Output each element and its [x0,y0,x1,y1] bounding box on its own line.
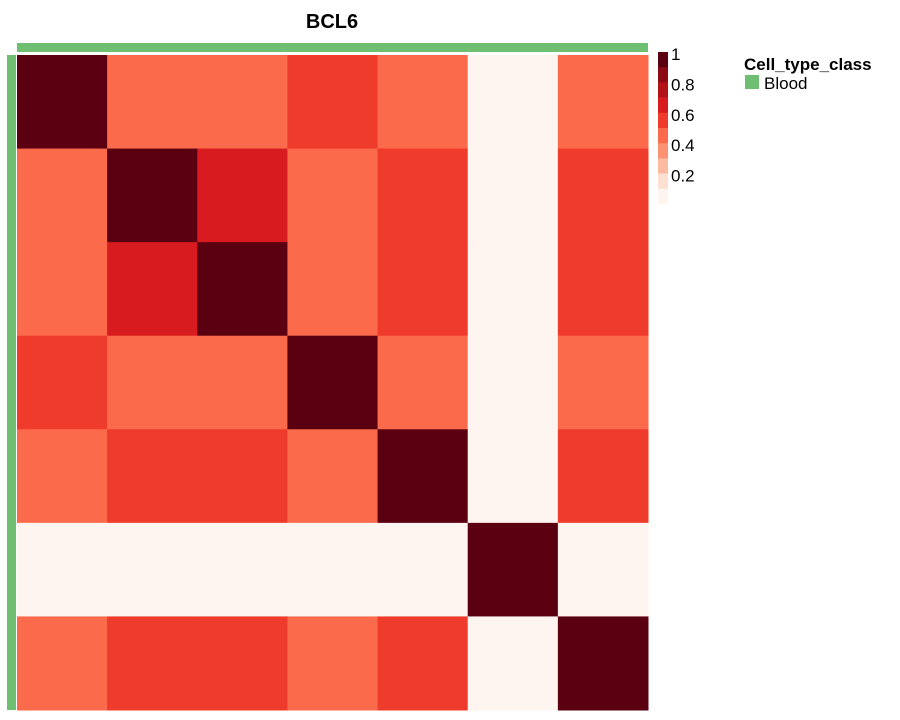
heatmap-cell-6-3 [287,616,379,711]
heatmap-cell-3-5 [467,335,559,430]
heatmap-cell-4-4 [377,429,469,524]
annotation-legend: Cell_type_class Blood [744,55,872,93]
heatmap-cell-3-1 [107,335,198,430]
heatmap-cell-6-2 [197,616,288,711]
heatmap-cell-6-4 [377,616,469,711]
heatmap-cell-0-6 [557,55,649,150]
color-scale-band [658,128,668,144]
heatmap-cell-2-5 [467,242,559,337]
heatmap-cell-3-0 [17,335,108,430]
color-scale-band [658,52,668,68]
annotation-legend-title: Cell_type_class [744,55,872,74]
color-scale-tick-label: 1 [671,45,680,64]
color-scale-band [658,188,668,205]
color-scale-tick-label: 0.8 [671,75,695,94]
heatmap-cell-1-5 [467,148,559,243]
heatmap-cell-0-3 [287,55,379,150]
heatmap-cell-0-1 [107,55,198,150]
heatmap-cell-1-6 [557,148,649,243]
heatmap-cell-2-3 [287,242,379,337]
heatmap-cell-5-0 [17,522,108,617]
heatmap-cell-3-3 [287,335,379,430]
chart-title: BCL6 [306,11,358,33]
heatmap-cell-5-2 [197,522,288,617]
heatmap-cell-1-1 [107,148,198,243]
color-scale-tick-label: 0.2 [671,167,695,186]
heatmap-cell-6-0 [17,616,108,711]
heatmap-cell-2-2 [197,242,288,337]
annotation-legend-label: Blood [764,74,807,93]
heatmap-cell-2-4 [377,242,469,337]
heatmap-cell-3-6 [557,335,649,430]
color-scale-band [658,143,668,159]
heatmap-cell-3-4 [377,335,469,430]
heatmap-cell-4-2 [197,429,288,524]
color-scale-band [658,97,668,114]
heatmap-cell-4-0 [17,429,108,524]
heatmap-cell-5-4 [377,522,469,617]
color-scale-band [658,67,668,83]
heatmap-cell-1-0 [17,148,108,243]
heatmap-cell-1-3 [287,148,379,243]
heatmap-cell-6-1 [107,616,198,711]
top-annotation-bar [17,43,648,52]
heatmap-cell-0-5 [467,55,559,150]
color-scale-band [658,112,668,129]
heatmap-cell-0-2 [197,55,288,150]
heatmap-cell-4-6 [557,429,649,524]
heatmap-cell-0-4 [377,55,469,150]
heatmap-cell-0-0 [17,55,108,150]
heatmap-cell-5-3 [287,522,379,617]
heatmap-cell-2-6 [557,242,649,337]
color-scale-band [658,173,668,190]
heatmap-cell-4-1 [107,429,198,524]
heatmap-cell-5-5 [467,522,559,617]
heatmap-cell-5-1 [107,522,198,617]
heatmap-cell-3-2 [197,335,288,430]
heatmap-cell-2-0 [17,242,108,337]
heatmap-cell-1-2 [197,148,288,243]
color-scale-tick-label: 0.4 [671,136,695,155]
annotation-legend-swatch [745,75,759,89]
heatmap-cell-4-5 [467,429,559,524]
heatmap-cell-2-1 [107,242,198,337]
heatmap-cell-4-3 [287,429,379,524]
heatmap-cell-6-6 [557,616,649,711]
heatmap-cell-6-5 [467,616,559,711]
color-scale-band [658,158,668,174]
color-scale-legend: 1 0.8 0.6 0.4 0.2 [658,45,695,205]
heatmap-cells [17,55,649,711]
color-scale-band [658,82,668,98]
color-scale-tick-label: 0.6 [671,106,695,125]
heatmap-cell-1-4 [377,148,469,243]
left-annotation-bar [7,55,16,710]
heatmap-cell-5-6 [557,522,649,617]
